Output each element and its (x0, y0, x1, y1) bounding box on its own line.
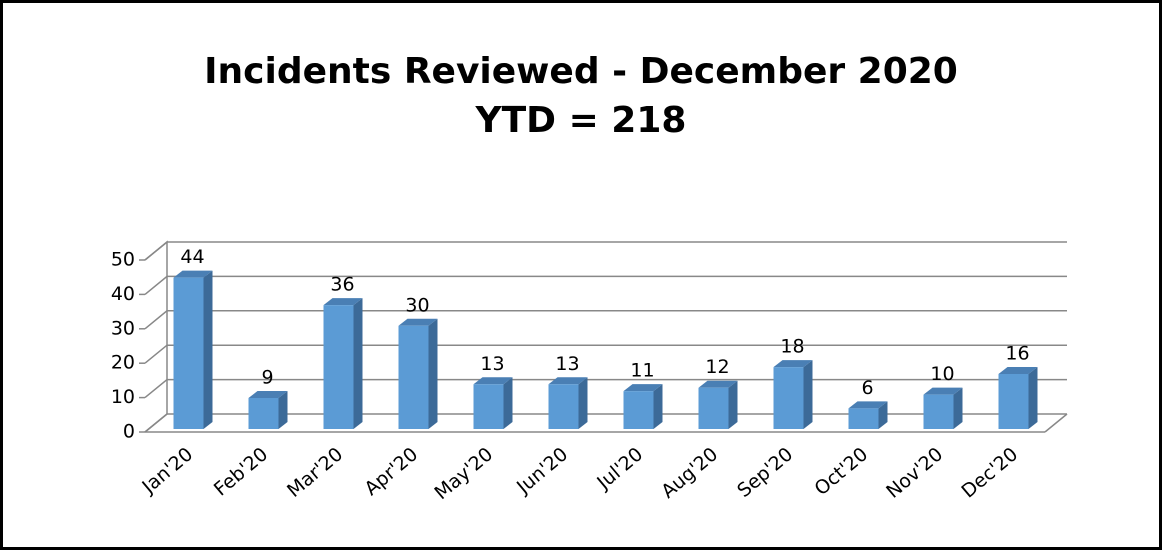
bar-top (473, 377, 513, 385)
bar-top (998, 366, 1038, 374)
bar-front (248, 398, 279, 429)
bar-side (1028, 366, 1038, 429)
bar-side (653, 384, 663, 429)
value-label: 13 (480, 353, 504, 375)
value-label: 16 (1005, 342, 1029, 364)
y-tick-label: 10 (111, 386, 135, 408)
bar (848, 401, 888, 429)
bar-side (503, 377, 513, 429)
grid-line (144, 310, 1067, 330)
bar-front (848, 408, 879, 429)
chart-subtitle: YTD = 218 (475, 100, 687, 141)
bar-front (473, 384, 504, 429)
bar-side (578, 377, 588, 429)
bar (623, 384, 663, 429)
bar-top (173, 270, 213, 278)
value-label: 30 (405, 294, 429, 316)
bar-front (998, 373, 1029, 429)
value-label: 11 (630, 360, 654, 382)
y-tick-label: 50 (111, 249, 135, 271)
value-label: 36 (330, 274, 354, 296)
bar-front (323, 305, 354, 429)
bar-front (623, 391, 654, 429)
bar (248, 391, 288, 429)
bar-top (323, 298, 363, 306)
grid-line (144, 378, 1067, 399)
bar-top (248, 391, 288, 399)
value-label: 12 (705, 356, 729, 378)
value-label: 10 (930, 363, 954, 385)
bar-top (698, 380, 738, 388)
grid-line (144, 275, 1067, 295)
bar-top (773, 360, 813, 368)
bar-front (398, 325, 429, 429)
bar-top (623, 384, 663, 392)
bar (323, 298, 363, 429)
value-label: 9 (261, 367, 273, 389)
value-label: 18 (780, 336, 804, 358)
bar-top (848, 401, 888, 409)
bar (998, 366, 1038, 429)
bar-front (698, 387, 729, 429)
bar-side (353, 298, 363, 429)
y-tick-label: 0 (123, 421, 135, 443)
y-tick-label: 40 (111, 283, 135, 305)
chart-title: Incidents Reviewed - December 2020 (204, 51, 958, 92)
bar (398, 318, 438, 429)
bar-side (803, 360, 813, 429)
bar-front (173, 277, 204, 429)
bar (473, 377, 513, 429)
bar-side (728, 380, 738, 429)
value-label: 6 (861, 377, 873, 399)
grid-line (144, 413, 1067, 433)
bar (773, 360, 813, 429)
grid-line (144, 241, 1067, 261)
bar-top (398, 318, 438, 326)
bar-top (923, 387, 963, 395)
y-tick-label: 20 (111, 352, 135, 374)
value-label: 13 (555, 353, 579, 375)
y-tick-label: 30 (111, 317, 135, 339)
bar-front (923, 394, 954, 429)
bar-side (878, 401, 888, 429)
bar (173, 270, 213, 429)
grid-line (144, 344, 1067, 364)
bar (923, 387, 963, 429)
bar-front (548, 384, 579, 429)
value-label: 44 (180, 246, 204, 268)
bar (698, 380, 738, 429)
bar-side (203, 270, 213, 429)
axis-line (1044, 413, 1068, 433)
bar-side (428, 318, 438, 429)
bar-side (953, 387, 963, 429)
bar (548, 377, 588, 429)
bar-side (278, 391, 288, 429)
bar-front (773, 367, 804, 429)
bar-top (548, 377, 588, 385)
